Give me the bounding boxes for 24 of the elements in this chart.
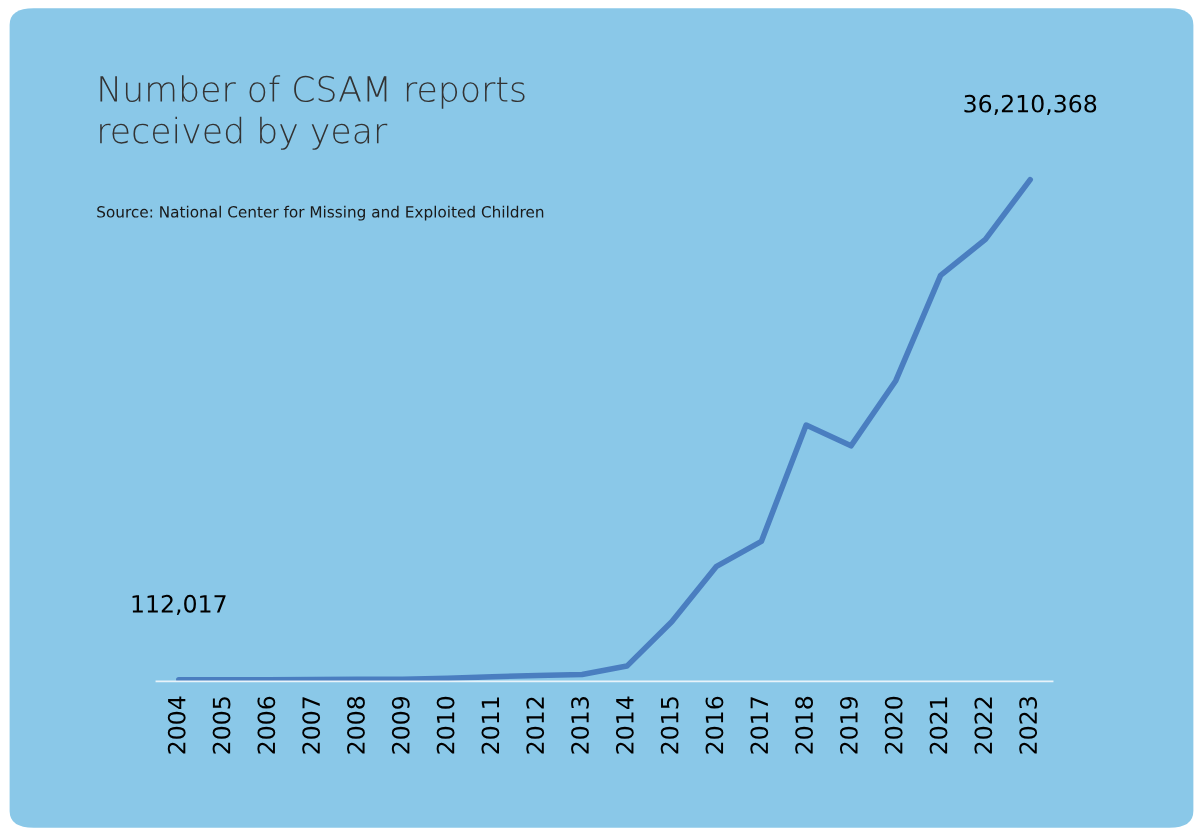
x-tick-label: 2018 [795,696,814,754]
x-tick-label: 2006 [257,696,276,754]
x-tick-label: 2013 [571,697,589,754]
x-tick-label: 2022 [974,697,993,754]
data-label: 112,017 [132,594,226,616]
x-tick-label: 2019 [839,696,858,754]
x-tick-label: 2020 [884,696,903,754]
x-tick-label: 2005 [212,697,231,754]
chart-title: Number of CSAM reports received by year [100,75,525,150]
x-tick-label: 2017 [750,697,769,754]
x-tick-label: 2014 [615,696,634,754]
x-tick-label: 2009 [391,696,410,754]
x-tick-label: 2004 [167,696,186,754]
x-tick-label: 2016 [705,696,724,754]
annotation: Source: National Center for Missing and Exploited Children [97,205,544,221]
x-tick-label: 2011 [481,697,500,754]
x-tick-label: 2007 [302,697,321,754]
x-tick-label: 2008 [347,696,365,754]
x-tick-label: 2015 [660,697,679,754]
x-tick-label: 2021 [929,697,948,754]
data-label: 36,210,368 [964,94,1097,115]
x-tick-label: 2012 [526,697,545,754]
x-tick-label: 2010 [436,696,455,754]
x-tick-label: 2023 [1019,697,1038,754]
